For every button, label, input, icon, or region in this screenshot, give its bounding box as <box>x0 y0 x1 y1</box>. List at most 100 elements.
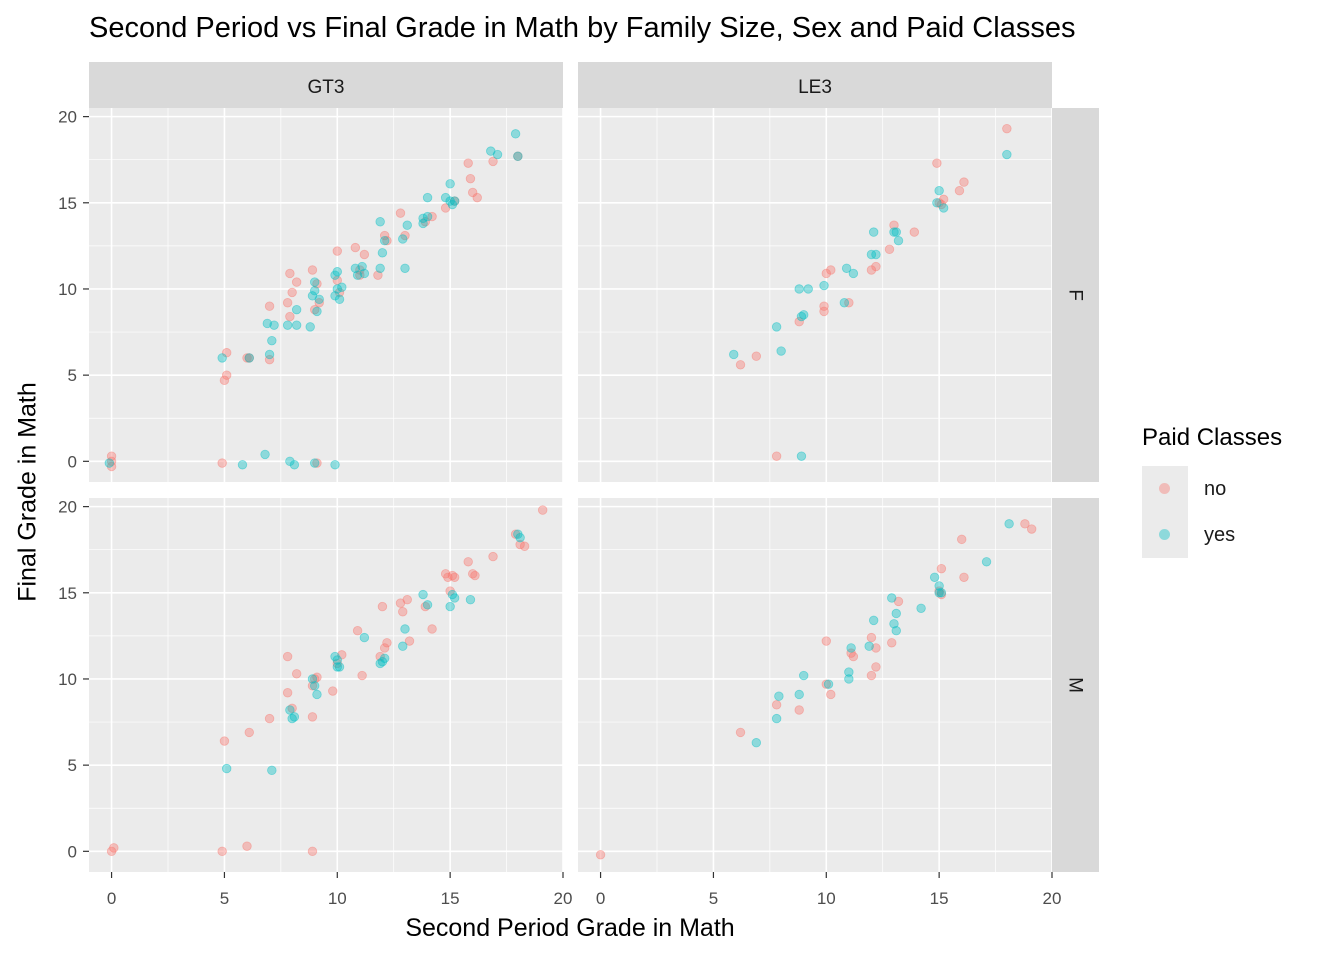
data-point-no <box>488 156 498 167</box>
data-point-no <box>959 572 969 582</box>
data-point-no <box>1020 519 1030 529</box>
data-point-yes <box>289 712 300 722</box>
data-point-no <box>217 846 227 857</box>
data-point-no <box>355 270 365 280</box>
data-point-no <box>395 208 406 218</box>
data-point-yes <box>267 335 277 346</box>
data-point-no <box>871 261 881 272</box>
data-point-yes <box>932 198 942 208</box>
data-point-no <box>934 586 944 596</box>
panel-bg-LE3-F <box>578 108 1052 482</box>
data-point-no <box>312 458 322 468</box>
data-point-yes <box>819 280 829 291</box>
data-point-yes <box>513 529 523 539</box>
data-point-no <box>264 354 275 365</box>
data-point-yes <box>285 456 295 467</box>
data-point-no <box>472 192 482 203</box>
data-point-no <box>242 353 252 363</box>
data-point-yes <box>447 199 458 210</box>
x-tick-label: 0 <box>596 889 605 908</box>
data-point-no <box>826 689 836 700</box>
data-point-yes <box>398 234 408 244</box>
data-point-no <box>826 265 836 275</box>
data-point-yes <box>492 149 503 160</box>
y-tick-label: 10 <box>58 280 77 299</box>
data-point-no <box>420 601 431 612</box>
data-point-yes <box>310 681 320 691</box>
strip-bg-GT3 <box>89 62 563 108</box>
data-point-yes <box>794 689 804 700</box>
data-point-no <box>936 563 947 574</box>
data-point-no <box>244 353 254 363</box>
data-point-no <box>440 203 451 213</box>
data-point-yes <box>848 268 859 279</box>
data-point-yes <box>379 236 390 246</box>
data-point-no <box>465 173 476 184</box>
data-point-no <box>242 841 252 851</box>
data-point-no <box>463 158 473 168</box>
data-point-yes <box>891 626 901 636</box>
data-point-yes <box>513 151 523 161</box>
data-point-no <box>934 198 944 208</box>
data-point-no <box>866 670 877 681</box>
data-point-no <box>382 638 392 648</box>
data-point-yes <box>445 179 455 189</box>
data-point-yes <box>418 589 428 600</box>
data-point-no <box>513 151 523 161</box>
strip-bg-F <box>1052 108 1099 482</box>
data-point-yes <box>375 263 385 273</box>
data-point-no <box>420 217 431 227</box>
data-point-yes <box>864 641 874 651</box>
data-point-yes <box>891 608 901 619</box>
data-point-no <box>959 177 969 187</box>
data-point-yes <box>285 705 295 715</box>
data-point-yes <box>334 662 345 672</box>
data-point-yes <box>771 713 782 724</box>
data-point-yes <box>422 600 433 610</box>
data-point-no <box>285 311 295 322</box>
data-point-yes <box>449 593 460 603</box>
legend-label-yes: yes <box>1204 524 1236 546</box>
data-point-yes <box>938 203 949 213</box>
data-point-no <box>1002 123 1012 134</box>
data-point-yes <box>445 601 455 612</box>
data-point-no <box>375 651 385 662</box>
strip-bg-M <box>1052 498 1099 872</box>
data-point-no <box>449 196 460 206</box>
data-point-yes <box>868 227 879 237</box>
data-point-yes <box>751 738 762 748</box>
data-point-no <box>821 679 831 689</box>
y-tick-label: 15 <box>58 194 77 213</box>
data-point-no <box>510 529 521 539</box>
legend-title: Paid Classes <box>1142 424 1283 451</box>
data-point-yes <box>312 689 322 700</box>
data-point-no <box>848 651 859 662</box>
data-point-no <box>352 626 363 636</box>
data-point-yes <box>447 589 458 600</box>
data-point-yes <box>400 624 410 634</box>
data-point-no <box>468 569 478 579</box>
data-point-yes <box>357 261 367 272</box>
data-point-no <box>447 570 458 581</box>
data-point-no <box>751 351 762 361</box>
data-point-yes <box>889 227 899 237</box>
data-point-no <box>282 651 293 662</box>
data-point-yes <box>330 291 340 301</box>
y-tick-label: 20 <box>58 108 77 127</box>
data-point-yes <box>267 765 277 776</box>
data-point-yes <box>312 306 322 317</box>
strip-label-M: M <box>1065 677 1086 693</box>
data-point-no <box>884 244 895 255</box>
strip-bg-LE3 <box>578 62 1052 108</box>
data-point-no <box>846 648 856 658</box>
data-point-yes <box>332 655 342 665</box>
data-point-yes <box>891 227 901 237</box>
data-point-no <box>463 557 473 567</box>
legend-label-no: no <box>1204 478 1227 500</box>
data-point-no <box>427 211 437 222</box>
legend-key-no <box>1142 466 1188 512</box>
x-tick-label: 10 <box>817 889 836 908</box>
data-point-no <box>379 643 390 653</box>
data-point-yes <box>934 581 944 591</box>
data-point-yes <box>287 713 297 724</box>
